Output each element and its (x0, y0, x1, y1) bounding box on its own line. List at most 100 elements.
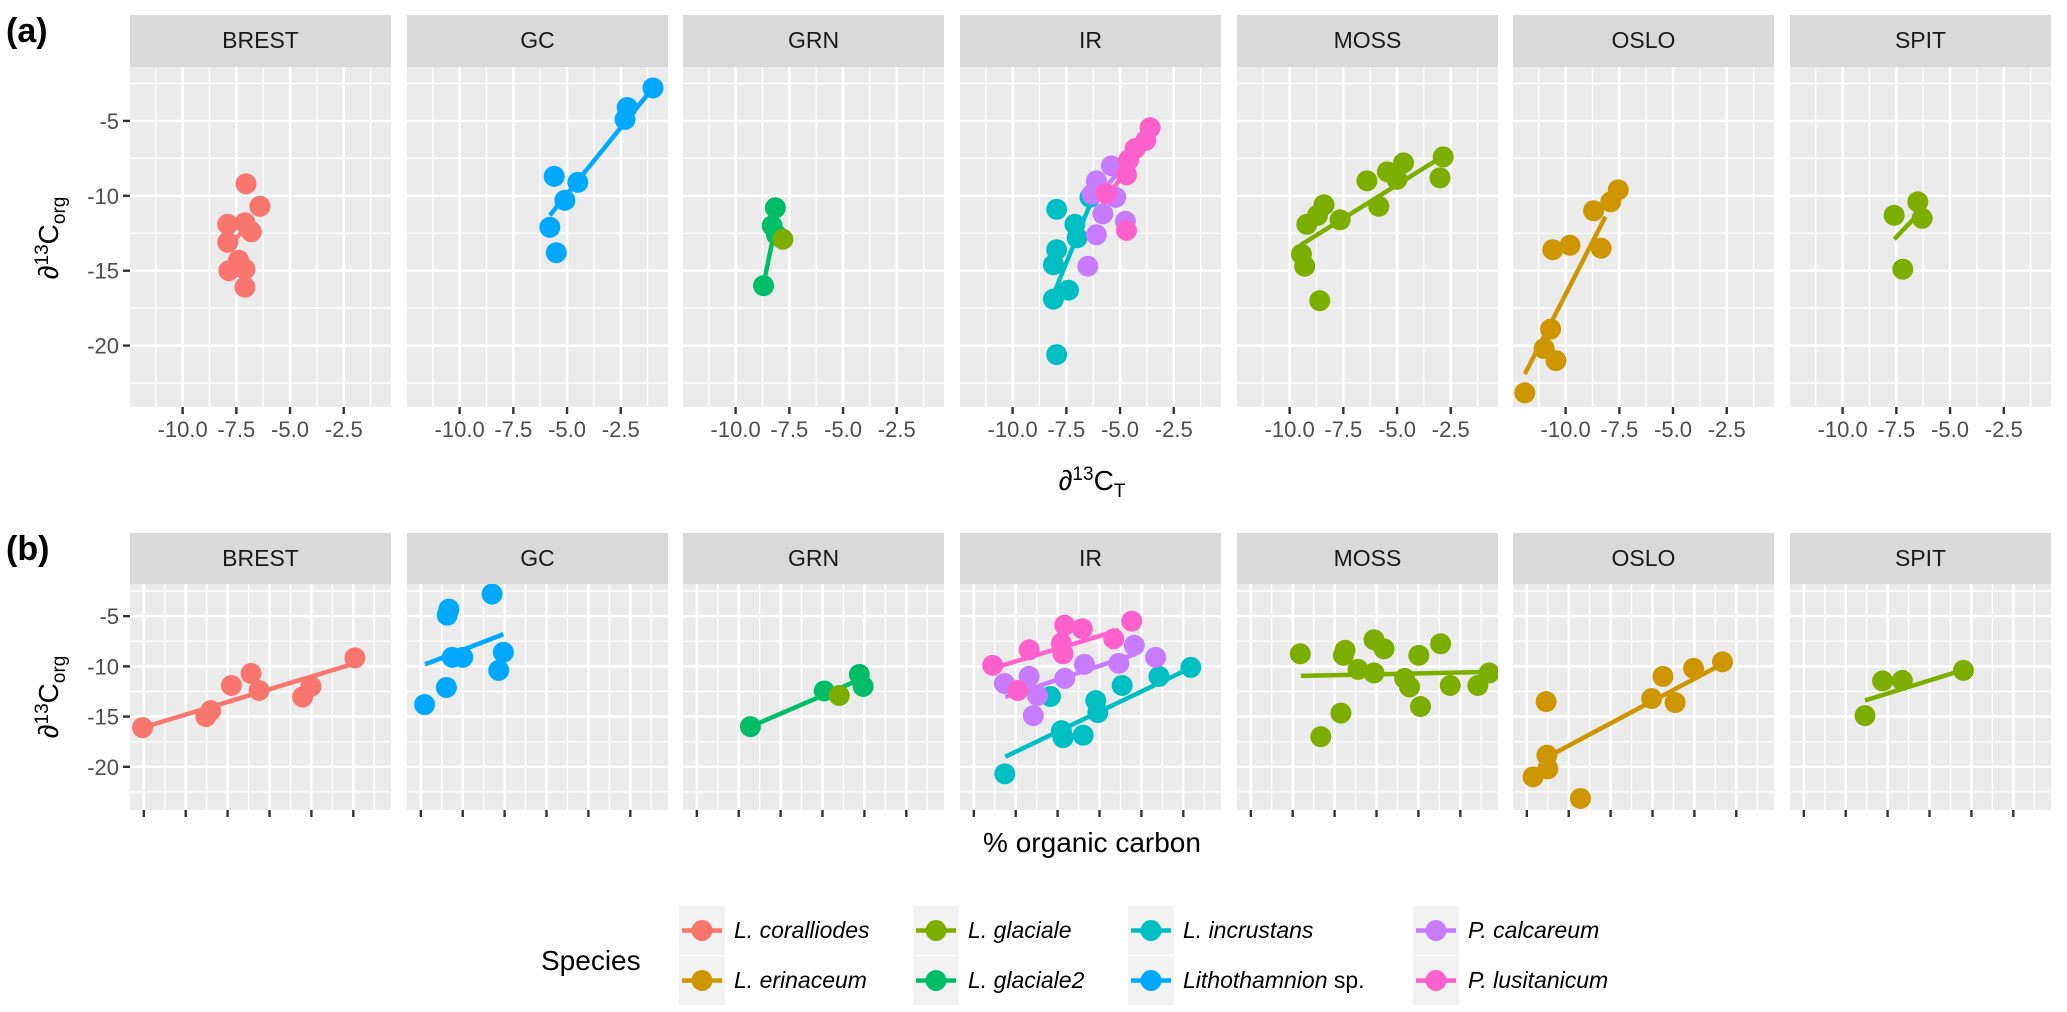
legend-entry-glaciale2: L. glaciale2 (913, 956, 1085, 1005)
fit-line (761, 220, 779, 285)
facet-b-gc: GC (407, 533, 668, 817)
x-tick-label: -10.0 (711, 417, 761, 442)
legend-key-point (1425, 970, 1447, 991)
data-point (1854, 705, 1876, 727)
x-tick-label: -2.5 (878, 417, 916, 442)
x-tick-label: -5.0 (824, 417, 862, 442)
x-tick-label: -7.5 (770, 417, 808, 442)
x-tick-label: -2.5 (325, 417, 363, 442)
data-point (1911, 207, 1933, 229)
facet-b-ir: IR (960, 533, 1221, 817)
fit-line (1546, 661, 1724, 759)
data-point (1376, 161, 1398, 183)
x-tick-label: -10.0 (158, 417, 208, 442)
data-point (994, 763, 1016, 785)
data-point (492, 641, 514, 663)
panel-background (1790, 584, 2051, 810)
data-point (1046, 344, 1068, 366)
fit-line (1104, 127, 1155, 202)
data-point (545, 242, 567, 264)
data-point (1294, 255, 1316, 277)
facet-strip-label: GC (520, 27, 555, 53)
facet-strip (683, 533, 944, 584)
legend-key-point (925, 920, 947, 941)
data-point (1429, 167, 1451, 189)
row-a: BREST -10.0 -7.5 -5.0 -2.5 -5 -10 -15 -20 GC -10.0… (87, 15, 2051, 442)
data-point (1392, 152, 1414, 174)
facet-strip (1237, 15, 1498, 67)
ylabel-b-sub: org (49, 656, 70, 683)
data-point (1872, 670, 1894, 692)
legend: Species L. coralliodes L. erinaceum L. gla… (541, 906, 1608, 1005)
data-point (1373, 638, 1395, 660)
data-point (1892, 258, 1914, 280)
series-erinaceum (1514, 179, 1629, 404)
facet-strip-label: SPIT (1895, 27, 1946, 53)
facet-b-brest: BREST -5 -10 -15 -20 (87, 533, 391, 817)
fit-line (1892, 215, 1918, 241)
data-point (1018, 665, 1040, 687)
data-point (1111, 674, 1133, 696)
legend-key-point (925, 970, 947, 991)
data-point (1042, 254, 1064, 276)
legend-label-species: Lithothamnion (1183, 967, 1328, 993)
panel-data (753, 197, 794, 297)
data-point (1559, 234, 1581, 256)
x-tick-label: -2.5 (1985, 417, 2023, 442)
facet-a-grn: GRN -10.0 -7.5 -5.0 -2.5 (683, 15, 944, 442)
xlabel-a-sup: 13 (1072, 464, 1093, 485)
data-point (1545, 350, 1567, 372)
legend-label-species: L. coralliodes (734, 917, 870, 943)
facet-b-grn: GRN (683, 533, 944, 817)
data-point (1907, 191, 1929, 213)
fit-line (1004, 665, 1193, 759)
legend-entry-coralliodes: L. coralliodes (679, 906, 870, 955)
series-coralliodes (217, 173, 271, 298)
legend-label-species: P. calcareum (1468, 917, 1599, 943)
panel-data (1042, 117, 1161, 366)
y-tick-label: -10 (87, 184, 119, 209)
facet-strip (683, 15, 944, 67)
series-erinaceum (1522, 651, 1733, 809)
fit-line (141, 661, 356, 730)
panel-background (1237, 67, 1498, 407)
data-point (1054, 614, 1076, 636)
data-point (1085, 224, 1107, 246)
series-glaciale (828, 684, 850, 706)
data-point (234, 276, 256, 298)
facet-strip-label: MOSS (1334, 545, 1402, 571)
series-glaciale (1883, 191, 1933, 280)
legend-label: L. erinaceum (734, 967, 867, 993)
row-b: BREST -5 -10 -15 -20 GC GRN IR MOSS OSLO SPIT (87, 533, 2051, 817)
legend-key-point (1140, 970, 1162, 991)
panel-data (1522, 651, 1733, 809)
x-axis-title-b: % organic carbon (983, 827, 1201, 858)
data-point (1522, 766, 1544, 788)
fit-line (1299, 153, 1446, 248)
y-tick-label: -15 (87, 259, 119, 284)
facet-strip-label: OSLO (1612, 27, 1676, 53)
ylabel-a-sub: org (49, 197, 70, 224)
data-point (240, 662, 262, 684)
x-tick-label: -7.5 (494, 417, 532, 442)
data-point (1007, 679, 1029, 701)
data-point (435, 676, 457, 698)
legend-label-species: L. glaciale2 (968, 967, 1085, 993)
x-tick-label: -2.5 (602, 417, 640, 442)
facet-strip (1790, 15, 2051, 67)
x-tick-label: -5.0 (548, 417, 586, 442)
y-axis-title-a: ∂13Corg (32, 197, 70, 280)
data-point (982, 654, 1004, 676)
x-tick-label: -5.0 (1378, 417, 1416, 442)
data-point (1332, 644, 1354, 666)
fit-line (1522, 215, 1608, 376)
facet-strip-label: OSLO (1612, 545, 1676, 571)
data-point (235, 173, 257, 195)
legend-key-point (1425, 920, 1447, 941)
data-point (1356, 170, 1378, 192)
y-tick-label: -15 (87, 705, 119, 730)
fit-line (1301, 669, 1490, 679)
facet-strip-label: MOSS (1334, 27, 1402, 53)
fit-line (992, 628, 1120, 671)
data-point (488, 659, 510, 681)
